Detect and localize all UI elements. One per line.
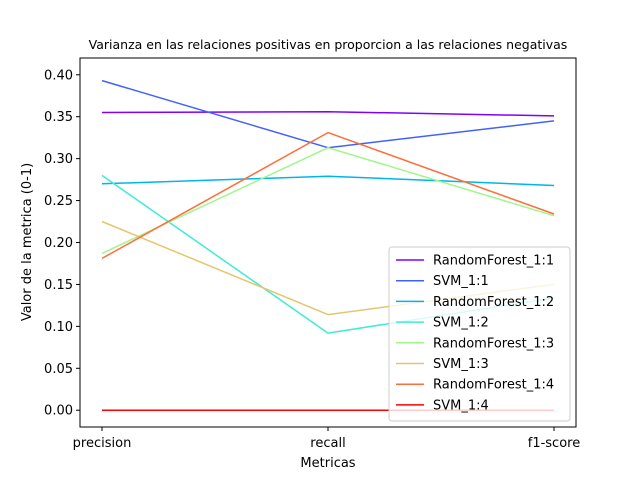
legend-label: SVM_1:4: [433, 398, 489, 413]
series-line: [101, 146, 555, 255]
chart-title: Varianza en las relaciones positivas en …: [89, 37, 568, 52]
legend-label: RandomForest_1:2: [433, 295, 554, 310]
y-axis: 0.00 0.05 0.10 0.15 0.20 0.25 0.30 0.35 0.40: [44, 68, 80, 419]
x-tick-label: recall: [310, 436, 345, 451]
legend: RandomForest_1:1 SVM_1:1 RandomForest_1:2 S…: [388, 246, 571, 422]
legend-label: RandomForest_1:3: [433, 336, 554, 351]
y-tick-label: 0.15: [44, 278, 73, 293]
series-line: [101, 110, 555, 117]
legend-label: RandomForest_1:1: [433, 254, 554, 269]
y-tick-label: 0.10: [44, 320, 73, 335]
series-line: [101, 175, 555, 187]
y-tick-label: 0.30: [44, 152, 73, 167]
legend-label: RandomForest_1:4: [433, 378, 554, 393]
x-tick-label: precision: [73, 436, 132, 451]
y-axis-title: Valor de la metrica (0-1): [20, 163, 35, 321]
legend-label: SVM_1:2: [433, 316, 489, 331]
x-axis: precision recall f1-score: [73, 427, 580, 451]
legend-label: SVM_1:3: [433, 357, 489, 372]
series-line: [101, 131, 555, 260]
legend-label: SVM_1:1: [433, 274, 489, 289]
y-tick-label: 0.40: [44, 68, 73, 83]
y-tick-label: 0.00: [44, 404, 73, 419]
x-tick-label: f1-score: [528, 436, 580, 451]
y-tick-label: 0.05: [44, 362, 73, 377]
legend-box: [388, 246, 571, 422]
y-tick-label: 0.25: [44, 194, 73, 209]
y-tick-label: 0.20: [44, 236, 73, 251]
x-axis-title: Metricas: [300, 456, 355, 471]
y-tick-label: 0.35: [44, 110, 73, 125]
